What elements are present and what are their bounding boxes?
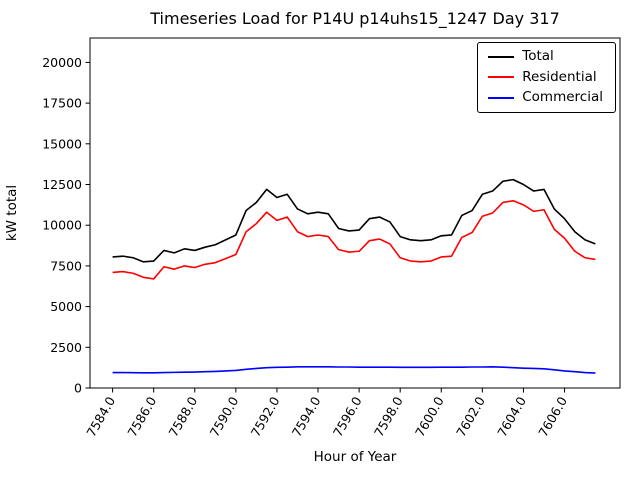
y-tick-label: 0: [74, 381, 82, 396]
x-tick-label: 7606.0: [535, 394, 570, 439]
y-tick-label: 5000: [50, 299, 82, 314]
legend: Total Residential Commercial: [477, 42, 616, 113]
y-tick-label: 2500: [50, 340, 82, 355]
x-tick-label: 7594.0: [289, 394, 324, 439]
legend-line-swatch: [488, 55, 515, 58]
x-tick-label: 7604.0: [494, 394, 529, 439]
legend-item-commercial: Commercial: [488, 89, 603, 105]
legend-line-swatch: [488, 96, 515, 99]
total-line: [112, 178, 596, 263]
residential-line: [112, 199, 596, 280]
legend-line-swatch: [488, 76, 515, 79]
x-tick-label: 7586.0: [124, 394, 159, 439]
x-tick-label: 7584.0: [83, 394, 118, 439]
series-lines: [112, 178, 596, 374]
y-tick-label: 7500: [50, 258, 82, 273]
legend-item-total: Total: [488, 48, 603, 64]
x-tick-label: 7592.0: [248, 394, 283, 439]
y-tick-label: 20000: [42, 55, 82, 70]
legend-item-label: Commercial: [522, 89, 603, 105]
x-axis-label: Hour of Year: [314, 449, 397, 465]
x-tick-label: 7590.0: [207, 394, 242, 439]
commercial-line: [112, 366, 596, 374]
y-tick-label: 10000: [42, 218, 82, 233]
x-tick-label: 7596.0: [330, 394, 365, 439]
legend-item-residential: Residential: [488, 68, 603, 85]
legend-item-label: Residential: [522, 68, 597, 85]
x-tick-label: 7598.0: [371, 394, 406, 439]
y-axis-label: kW total: [4, 185, 20, 241]
x-tick-label: 7602.0: [453, 394, 488, 439]
plot-area-border: [89, 37, 621, 389]
x-tick-label: 7588.0: [166, 394, 201, 439]
chart-title: Timeseries Load for P14U p14uhs15_1247 D…: [149, 9, 560, 29]
y-tick-label: 15000: [42, 136, 82, 151]
legend-item-label: Total: [522, 48, 554, 64]
y-tick-label: 17500: [42, 96, 82, 111]
x-tick-label: 7600.0: [412, 394, 447, 439]
y-tick-label: 12500: [42, 177, 82, 192]
